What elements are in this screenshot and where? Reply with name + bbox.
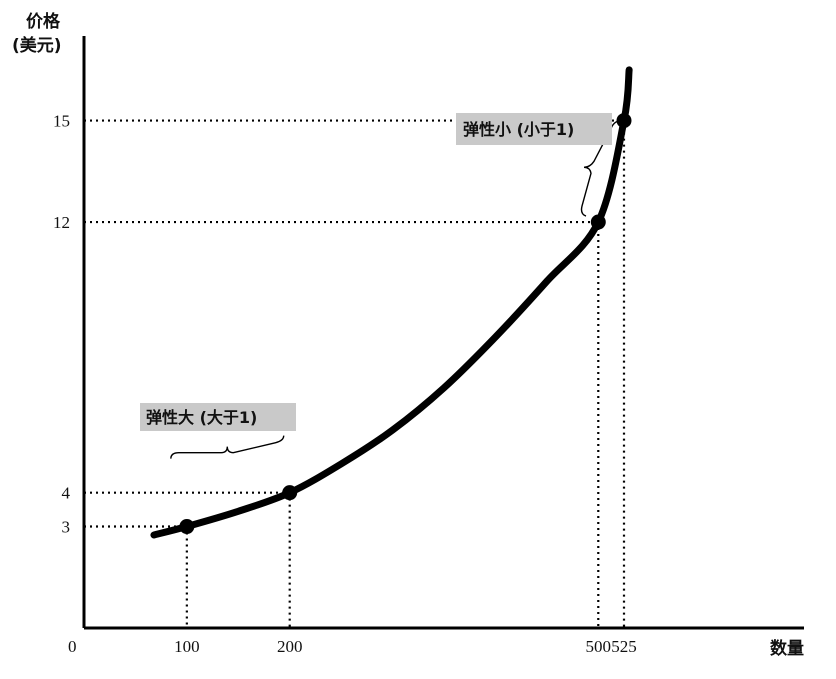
dotted-guide-lines: [84, 119, 626, 628]
y-axis-title-line1: 价格: [26, 11, 61, 32]
y-tick-3: 15: [53, 112, 70, 131]
data-point-2: [590, 214, 606, 230]
x-tick-0: 100: [174, 637, 200, 656]
data-point-3: [616, 113, 632, 129]
brace-inelastic: [580, 119, 623, 217]
demand-curve: [150, 66, 633, 539]
y-tick-0: 3: [62, 518, 71, 537]
annotation-inelastic: 弹性小 (小于1): [456, 113, 623, 217]
label-bg-elastic: [140, 403, 296, 431]
y-tick-2: 12: [53, 213, 70, 232]
data-point-0: [179, 519, 195, 535]
y-tick-1: 4: [62, 484, 71, 503]
x-axis-title: 数量: [770, 638, 804, 659]
origin-label: 0: [68, 637, 77, 656]
data-points: [179, 113, 632, 535]
x-tick-labels: 100 200 500 525: [174, 637, 637, 656]
brace-elastic: [170, 435, 285, 459]
data-point-1: [282, 485, 298, 501]
x-tick-2: 500: [586, 637, 612, 656]
x-tick-1: 200: [277, 637, 303, 656]
label-bg-inelastic: [456, 113, 612, 145]
annotation-label-inelastic: 弹性小 (小于1): [463, 120, 574, 139]
y-axis-title-line2: (美元): [12, 35, 62, 56]
x-tick-3: 525: [611, 637, 637, 656]
annotation-elastic: 弹性大 (大于1): [140, 403, 296, 459]
annotations: 弹性大 (大于1) 弹性小 (小于1): [140, 113, 623, 459]
annotation-label-elastic: 弹性大 (大于1): [146, 408, 257, 427]
y-tick-labels: 3 4 12 15: [53, 112, 71, 537]
